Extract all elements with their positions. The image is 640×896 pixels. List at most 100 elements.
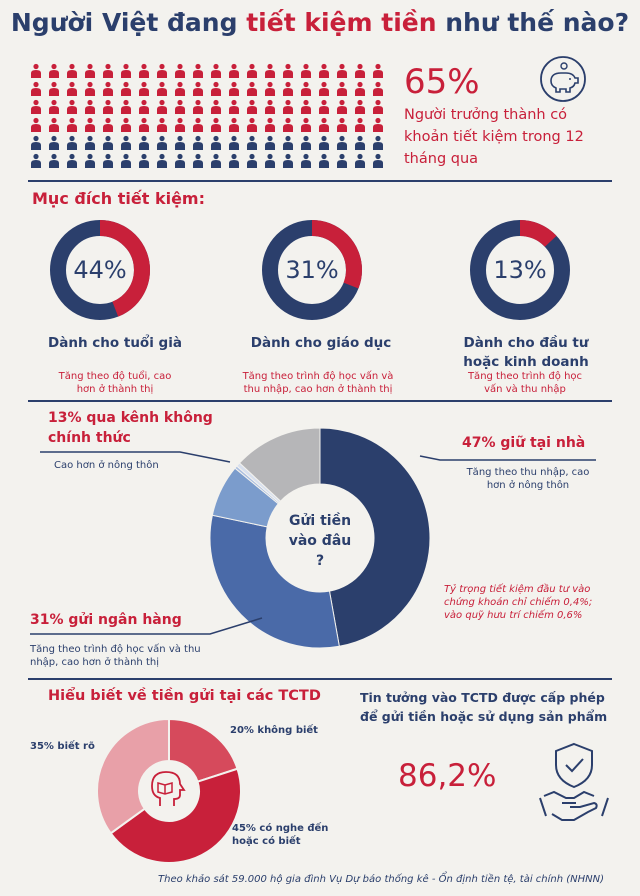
person-icon	[85, 135, 95, 150]
purpose-pct-1: 44%	[73, 256, 127, 284]
person-icon	[265, 135, 275, 150]
person-icon	[139, 117, 149, 132]
person-icon	[319, 99, 329, 114]
person-icon	[193, 63, 203, 78]
person-icon	[355, 117, 365, 132]
person-icon	[283, 117, 293, 132]
person-icon	[373, 99, 383, 114]
person-icon	[49, 81, 59, 96]
person-icon	[121, 63, 131, 78]
divider	[28, 678, 612, 680]
person-icon	[31, 117, 41, 132]
person-icon	[265, 81, 275, 96]
person-icon	[139, 81, 149, 96]
person-icon	[247, 63, 257, 78]
person-icon	[337, 135, 347, 150]
person-icon	[265, 153, 275, 168]
know-well-label: 35% biết rõ	[30, 741, 95, 752]
pie-slice	[109, 767, 242, 864]
person-icon	[49, 117, 59, 132]
person-icon	[31, 153, 41, 168]
person-icon	[337, 153, 347, 168]
person-icon	[157, 63, 167, 78]
home-note: Tăng theo thu nhập, cao hơn ở nông thôn	[466, 467, 590, 491]
person-icon	[157, 153, 167, 168]
person-icon	[319, 81, 329, 96]
purpose-pct-2: 31%	[285, 256, 339, 284]
person-icon	[229, 153, 239, 168]
leader-line	[30, 617, 263, 635]
savers-percent: 65%	[404, 62, 480, 102]
person-icon	[49, 153, 59, 168]
person-icon	[301, 99, 311, 114]
person-icon	[193, 99, 203, 114]
person-icon	[355, 63, 365, 78]
person-icon	[247, 117, 257, 132]
person-icon	[283, 81, 293, 96]
where-center-label: Gửi tiền vào đâu ?	[288, 513, 352, 569]
person-icon	[85, 81, 95, 96]
person-icon	[103, 153, 113, 168]
person-icon	[355, 81, 365, 96]
person-icon	[67, 63, 77, 78]
person-icon	[229, 135, 239, 150]
person-icon	[103, 135, 113, 150]
savers-description: Người trưởng thành có khoản tiết kiệm tr…	[404, 107, 584, 167]
head-book-icon	[151, 771, 186, 806]
person-icon	[319, 135, 329, 150]
person-icon	[85, 117, 95, 132]
person-icon	[301, 63, 311, 78]
person-icon	[337, 99, 347, 114]
leader-line	[40, 451, 231, 463]
person-icon	[211, 117, 221, 132]
leader-line	[419, 455, 596, 461]
person-icon	[103, 99, 113, 114]
person-icon	[175, 81, 185, 96]
person-icon	[31, 81, 41, 96]
person-icon	[265, 63, 275, 78]
person-icon	[85, 63, 95, 78]
person-icon	[355, 153, 365, 168]
person-icon	[211, 153, 221, 168]
person-icon	[67, 153, 77, 168]
other-investment-note: Tỷ trọng tiết kiệm đầu tư vào chứng khoá…	[444, 584, 593, 621]
person-icon	[121, 81, 131, 96]
pie-slice	[319, 427, 431, 647]
person-icon	[283, 153, 293, 168]
person-icon	[103, 81, 113, 96]
purpose-donut-2: 31%	[260, 218, 364, 322]
person-icon	[319, 117, 329, 132]
person-icon	[355, 135, 365, 150]
person-icon	[175, 117, 185, 132]
person-icon	[211, 99, 221, 114]
purpose-heading: Mục đích tiết kiệm:	[32, 189, 205, 208]
home-heading: 47% giữ tại nhà	[462, 435, 586, 451]
person-icon	[157, 135, 167, 150]
title-part-1: Người Việt đang	[10, 8, 238, 37]
purpose-donut-3: 13%	[468, 218, 572, 322]
person-icon	[247, 153, 257, 168]
purpose-note-1: Tăng theo độ tuổi, cao hơn ở thành thị	[58, 371, 172, 395]
person-icon	[31, 135, 41, 150]
person-icon	[337, 81, 347, 96]
person-icon	[139, 135, 149, 150]
person-icon	[175, 153, 185, 168]
person-icon	[193, 81, 203, 96]
purpose-label-2: Dành cho giáo dục	[250, 335, 392, 351]
person-icon	[265, 117, 275, 132]
person-icon	[211, 81, 221, 96]
handshake-shield-icon	[539, 742, 609, 821]
person-icon	[373, 81, 383, 96]
person-icon	[301, 117, 311, 132]
person-icon	[85, 153, 95, 168]
person-icon	[175, 63, 185, 78]
where-pie-chart	[30, 427, 596, 649]
person-icon	[67, 99, 77, 114]
purpose-note-2: Tăng theo trình độ học vấn và thu nhập, …	[242, 371, 394, 395]
person-icon	[247, 135, 257, 150]
person-icon	[31, 99, 41, 114]
person-icon	[175, 135, 185, 150]
person-icon	[283, 63, 293, 78]
purpose-label-3: Dành cho đầu tư hoặc kinh doanh	[463, 335, 589, 370]
person-icon	[247, 81, 257, 96]
